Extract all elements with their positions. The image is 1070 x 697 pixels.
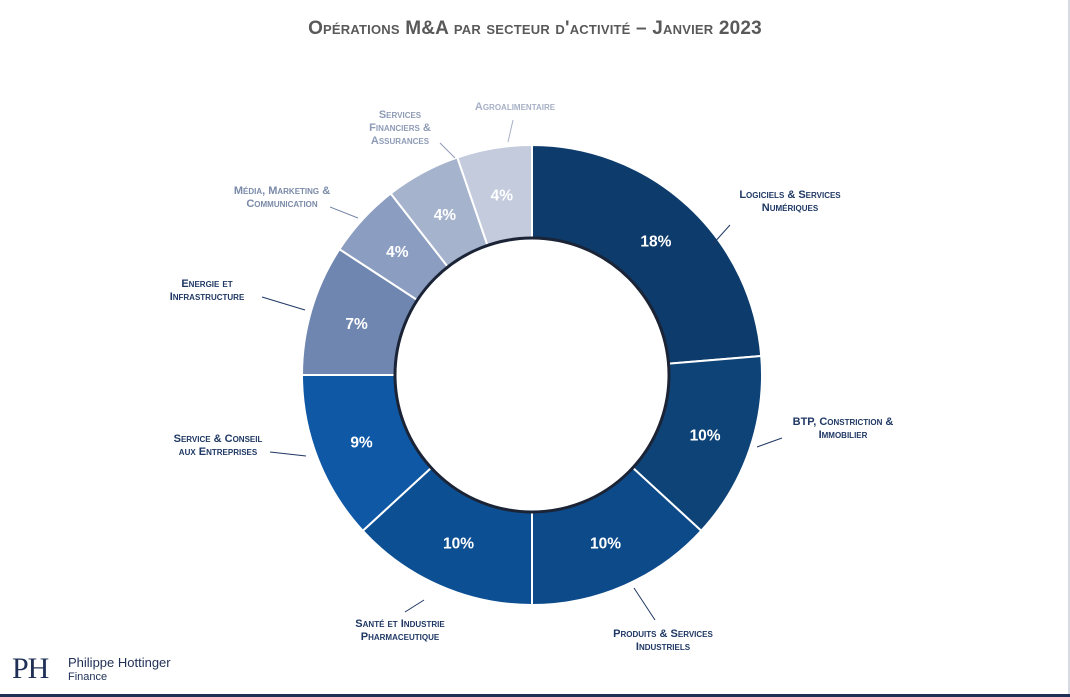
frame-bottom-bar — [0, 694, 1070, 697]
leader-line — [633, 587, 656, 621]
frame-right-edge — [1068, 0, 1070, 697]
category-label-line: Produits & Services — [613, 628, 713, 640]
logo-name: Philippe Hottinger — [68, 655, 171, 670]
segment-value-label: 9% — [350, 435, 373, 452]
category-label-line: Energie et — [181, 278, 232, 290]
category-label-line: Financiers & — [369, 122, 431, 134]
category-label: Logiciels & Services Numériques — [739, 189, 841, 214]
category-label-line: Communication — [246, 198, 318, 210]
category-label-line: Agroalimentaire — [475, 101, 556, 113]
segment-value-label: 7% — [345, 316, 368, 333]
category-label-line: Service & Conseil — [174, 433, 263, 445]
category-label-line: Logiciels & Services — [739, 189, 841, 201]
category-label: Energie et Infrastructure — [170, 278, 245, 303]
category-label: Produits & Services Industriels — [613, 628, 713, 653]
leader-line — [404, 599, 425, 613]
segment-value-label: 10% — [443, 536, 474, 553]
category-label-line: Média, Marketing & — [234, 185, 330, 197]
logo-mark: PH — [12, 652, 49, 685]
category-label: Média, Marketing & Communication — [234, 185, 330, 210]
chart-title: Opérations M&A par secteur d'activité – … — [308, 18, 762, 39]
donut-inner-edge — [393, 236, 671, 514]
leader-line — [329, 206, 359, 219]
category-label: BTP, Constriction & Immobilier — [793, 416, 894, 441]
category-label-line: Infrastructure — [170, 291, 245, 303]
category-label: Services Financiers & Assurances — [369, 109, 431, 147]
category-label-line: Services — [379, 109, 422, 121]
segment-value-label: 4% — [434, 207, 457, 224]
segment-value-label: 4% — [386, 244, 409, 261]
donut-segment — [531, 143, 763, 365]
leader-line — [756, 437, 783, 448]
category-label-line: aux Entreprises — [179, 446, 258, 458]
category-label-line: Assurances — [371, 135, 430, 147]
category-label-line: Industriels — [636, 641, 691, 653]
category-label-line: Numériques — [762, 202, 819, 214]
leader-line — [439, 142, 456, 159]
category-label-line: BTP, Constriction & — [793, 416, 894, 428]
category-label-line: Santé et Industrie — [355, 618, 445, 630]
segment-value-label: 10% — [690, 427, 721, 444]
leader-line — [261, 296, 306, 311]
category-label: Santé et Industrie Pharmaceutique — [355, 618, 445, 643]
segment-value-label: 10% — [590, 536, 621, 553]
leader-line — [507, 119, 514, 143]
category-label: Agroalimentaire — [475, 101, 556, 113]
logo-subtitle: Finance — [68, 671, 108, 683]
segment-value-label: 18% — [640, 233, 671, 250]
category-label-line: Pharmaceutique — [361, 631, 440, 643]
segment-value-label: 4% — [491, 187, 514, 204]
category-label-line: Immobilier — [819, 429, 868, 441]
category-label: Service & Conseil aux Entreprises — [174, 433, 263, 458]
leader-line — [269, 451, 307, 457]
leader-line — [711, 224, 731, 246]
